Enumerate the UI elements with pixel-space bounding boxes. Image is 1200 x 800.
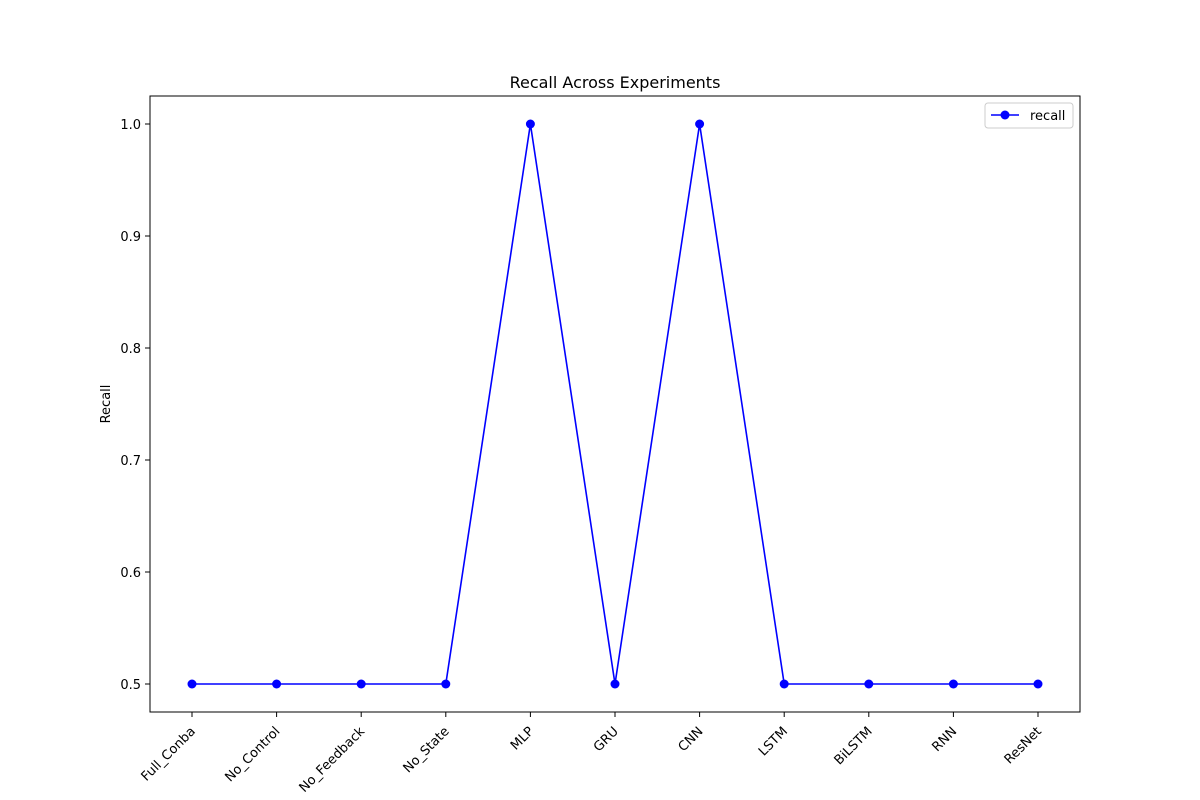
x-tick-label: GRU — [591, 724, 622, 755]
chart-title: Recall Across Experiments — [510, 73, 721, 92]
x-tick-label: LSTM — [756, 724, 791, 759]
series-layer — [187, 119, 1043, 689]
data-point — [948, 679, 958, 689]
data-point — [779, 679, 789, 689]
x-tick-label: No_Feedback — [297, 724, 369, 796]
x-tick-label: No_State — [401, 724, 453, 776]
legend-label-recall: recall — [1030, 109, 1065, 124]
y-tick-label: 0.6 — [120, 566, 141, 581]
y-tick-label: 1.0 — [120, 118, 141, 133]
data-point — [272, 679, 282, 689]
x-tick-label: RNN — [929, 724, 960, 755]
x-tick-label: CNN — [676, 724, 707, 755]
data-point — [1033, 679, 1043, 689]
x-tick-label: MLP — [508, 724, 537, 753]
plot-frame — [149, 95, 1081, 713]
y-tick-label: 0.7 — [120, 454, 141, 469]
data-point — [610, 679, 620, 689]
data-point — [525, 119, 535, 129]
y-tick-label: 0.5 — [120, 678, 141, 693]
y-axis-ticks: 0.5 0.6 0.7 0.8 0.9 1.0 — [120, 118, 150, 693]
legend: recall — [984, 102, 1074, 129]
x-tick-label: No_Control — [222, 724, 283, 785]
data-point — [864, 679, 874, 689]
y-axis-label: Recall — [99, 385, 114, 424]
x-axis-ticks: Full_Conba No_Control No_Feedback No_State M… — [139, 712, 1045, 796]
x-tick-label: BiLSTM — [832, 724, 876, 768]
data-point — [441, 679, 451, 689]
legend-box — [984, 102, 1074, 129]
x-tick-label: ResNet — [1002, 724, 1045, 767]
data-point — [187, 679, 197, 689]
legend-marker-recall — [1000, 110, 1010, 120]
data-point — [695, 119, 705, 129]
y-tick-label: 0.9 — [120, 230, 141, 245]
series-line-recall — [192, 123, 1038, 685]
y-tick-label: 0.8 — [120, 342, 141, 357]
x-tick-label: Full_Conba — [139, 724, 199, 784]
data-point — [356, 679, 366, 689]
